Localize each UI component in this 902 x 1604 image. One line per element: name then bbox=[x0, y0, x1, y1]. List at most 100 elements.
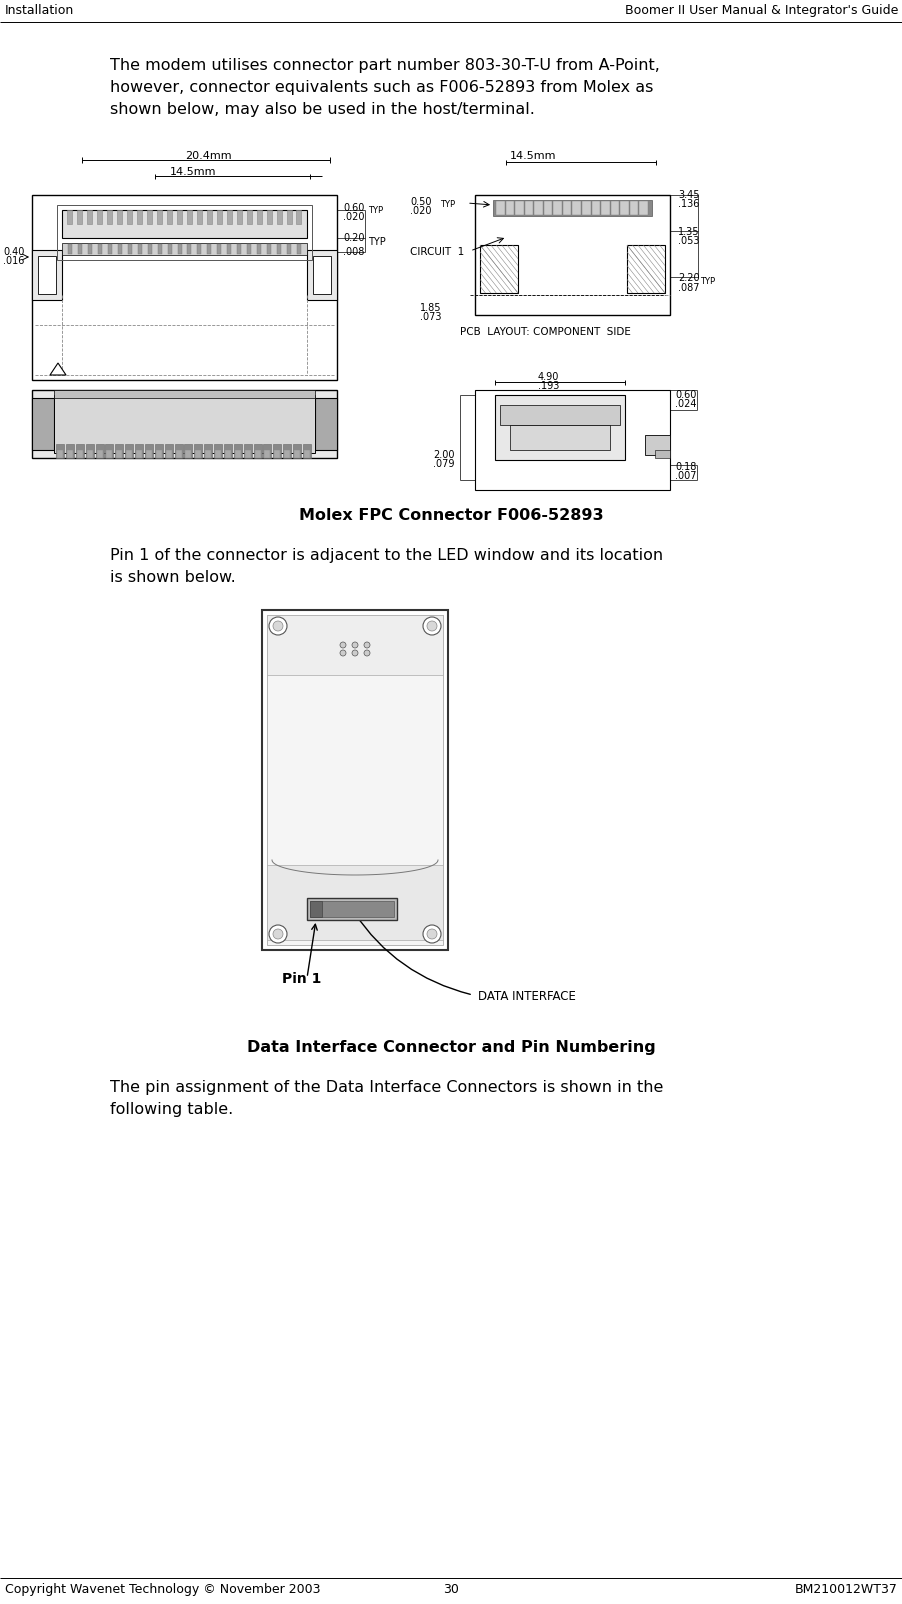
Text: 2.00: 2.00 bbox=[433, 451, 454, 460]
Bar bbox=[216, 210, 222, 225]
Bar bbox=[277, 244, 281, 253]
Bar bbox=[492, 200, 651, 217]
Text: 0.18: 0.18 bbox=[675, 462, 695, 472]
Bar bbox=[620, 200, 628, 215]
Bar bbox=[78, 210, 82, 225]
Text: Copyright Wavenet Technology © November 2003: Copyright Wavenet Technology © November … bbox=[5, 1583, 320, 1596]
Bar bbox=[137, 210, 142, 225]
Text: TYP: TYP bbox=[439, 200, 455, 209]
Bar bbox=[87, 244, 92, 253]
Bar bbox=[87, 451, 93, 459]
Circle shape bbox=[340, 650, 345, 656]
Bar bbox=[474, 196, 669, 314]
Bar bbox=[267, 614, 443, 675]
Polygon shape bbox=[50, 363, 66, 375]
Bar bbox=[293, 444, 300, 459]
Bar bbox=[534, 200, 542, 215]
Text: .136: .136 bbox=[677, 199, 699, 209]
Bar bbox=[235, 451, 241, 459]
Text: 14.5mm: 14.5mm bbox=[510, 151, 556, 160]
Bar bbox=[626, 245, 664, 294]
Text: TYP: TYP bbox=[368, 205, 382, 215]
Bar bbox=[262, 610, 447, 950]
Circle shape bbox=[422, 926, 440, 943]
Text: BM210012WT37: BM210012WT37 bbox=[795, 1583, 897, 1596]
Bar bbox=[107, 210, 112, 225]
Bar bbox=[227, 244, 231, 253]
Bar bbox=[57, 205, 312, 260]
Circle shape bbox=[427, 621, 437, 630]
Text: 20.4mm: 20.4mm bbox=[185, 151, 232, 160]
Bar bbox=[234, 444, 242, 459]
Bar bbox=[167, 210, 172, 225]
Bar bbox=[572, 200, 580, 215]
Bar bbox=[247, 244, 251, 253]
Circle shape bbox=[422, 618, 440, 635]
Text: .079: .079 bbox=[433, 459, 454, 468]
Bar bbox=[630, 200, 638, 215]
Bar bbox=[87, 210, 92, 225]
Bar bbox=[156, 451, 161, 459]
Bar bbox=[237, 244, 241, 253]
Bar bbox=[127, 210, 132, 225]
Bar bbox=[244, 451, 251, 459]
Bar bbox=[654, 451, 669, 459]
Bar bbox=[205, 451, 211, 459]
Bar bbox=[256, 210, 262, 225]
Bar bbox=[207, 244, 211, 253]
Bar bbox=[582, 200, 590, 215]
Bar bbox=[266, 210, 272, 225]
Bar bbox=[56, 444, 64, 459]
Bar bbox=[185, 451, 191, 459]
Bar bbox=[68, 210, 72, 225]
Bar bbox=[68, 244, 72, 253]
Text: 30: 30 bbox=[443, 1583, 459, 1596]
Bar bbox=[32, 250, 62, 300]
Circle shape bbox=[427, 929, 437, 938]
Bar bbox=[267, 244, 271, 253]
Bar bbox=[66, 444, 74, 459]
Bar bbox=[207, 210, 212, 225]
Bar bbox=[32, 390, 336, 459]
Text: Pin 1: Pin 1 bbox=[281, 972, 321, 986]
Bar bbox=[307, 898, 397, 921]
Circle shape bbox=[272, 621, 282, 630]
Bar bbox=[480, 245, 518, 294]
Bar bbox=[474, 390, 669, 489]
Bar bbox=[197, 210, 202, 225]
Text: .016: .016 bbox=[3, 257, 24, 266]
Text: 0.60: 0.60 bbox=[343, 204, 364, 213]
Text: .053: .053 bbox=[677, 236, 699, 245]
Bar bbox=[154, 444, 162, 459]
Bar bbox=[178, 244, 181, 253]
Bar bbox=[78, 244, 82, 253]
Text: 1.35: 1.35 bbox=[677, 228, 699, 237]
Text: TYP: TYP bbox=[699, 277, 714, 286]
Text: .020: .020 bbox=[343, 212, 364, 221]
Bar bbox=[524, 200, 533, 215]
Bar bbox=[284, 451, 290, 459]
Bar bbox=[215, 451, 221, 459]
Bar bbox=[97, 451, 103, 459]
Text: Molex FPC Connector F006-52893: Molex FPC Connector F006-52893 bbox=[299, 508, 603, 523]
Bar bbox=[610, 200, 619, 215]
Bar bbox=[273, 444, 281, 459]
Text: .020: .020 bbox=[410, 205, 431, 217]
Text: .193: .193 bbox=[538, 382, 558, 391]
Bar bbox=[297, 244, 300, 253]
Bar bbox=[274, 451, 280, 459]
Text: CIRCUIT  1: CIRCUIT 1 bbox=[410, 247, 464, 257]
Text: 0.20: 0.20 bbox=[343, 233, 364, 242]
Text: is shown below.: is shown below. bbox=[110, 569, 235, 585]
Circle shape bbox=[364, 642, 370, 648]
Bar bbox=[495, 200, 504, 215]
Bar bbox=[106, 451, 112, 459]
Bar bbox=[187, 210, 192, 225]
Text: TYP: TYP bbox=[368, 237, 385, 247]
Bar bbox=[226, 210, 232, 225]
Text: .073: .073 bbox=[419, 313, 441, 322]
Bar bbox=[147, 210, 152, 225]
Bar bbox=[514, 200, 523, 215]
Bar bbox=[137, 244, 142, 253]
Text: Pin 1 of the connector is adjacent to the LED window and its location: Pin 1 of the connector is adjacent to th… bbox=[110, 549, 662, 563]
